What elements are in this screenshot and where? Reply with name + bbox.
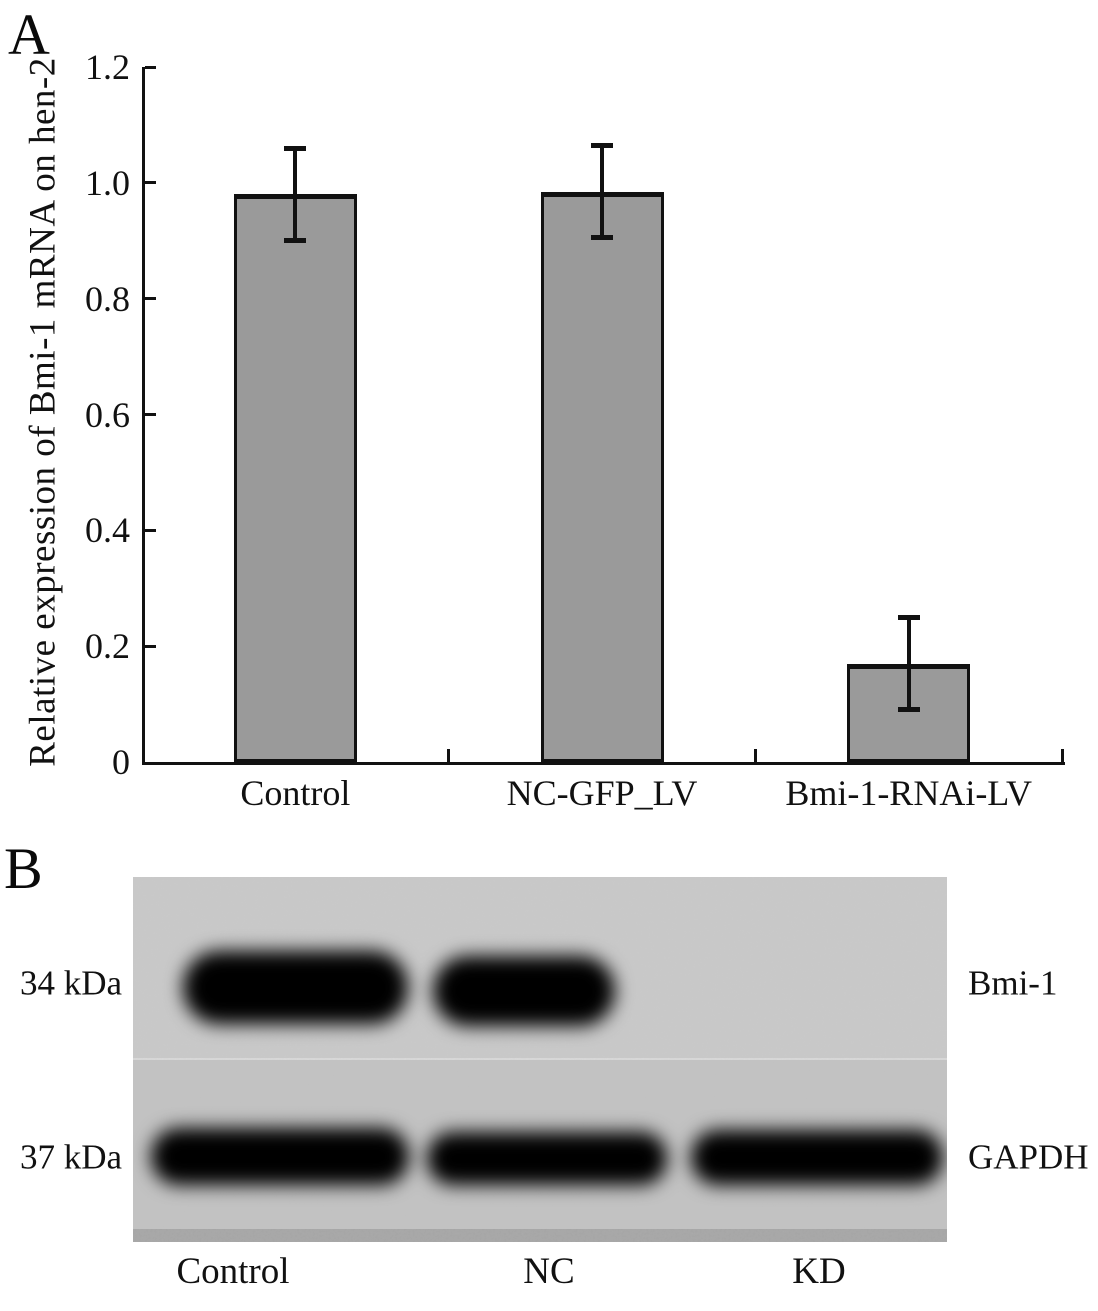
band-gapdh-nc <box>427 1132 667 1185</box>
y-axis-tick <box>145 297 156 301</box>
x-axis-line <box>142 762 1065 765</box>
error-bar-cap-bottom <box>284 237 307 243</box>
y-tick-label: 1.2 <box>85 47 130 87</box>
y-tick-label: 0.2 <box>85 626 130 667</box>
y-axis-tick <box>145 181 156 185</box>
error-bar-line <box>293 148 298 241</box>
marker-label-37kda: 37 kDa <box>20 1137 123 1177</box>
lane-label-nc: NC <box>523 1251 575 1292</box>
y-axis-line <box>142 67 145 765</box>
panel-a-label: A <box>8 2 50 67</box>
x-category-label: NC-GFP_LV <box>506 773 698 813</box>
y-tick-label: 0.8 <box>85 278 130 319</box>
x-axis-tick <box>447 749 451 762</box>
y-axis-tick <box>145 65 156 69</box>
x-axis-tick <box>1060 749 1064 762</box>
error-bar-line <box>600 145 604 238</box>
bar <box>540 191 664 762</box>
y-tick-label: 0 <box>112 742 130 782</box>
y-tick-label: 0.6 <box>85 394 130 435</box>
error-bar-cap-top <box>591 143 613 149</box>
lane-label-control: Control <box>176 1251 290 1292</box>
error-bar-cap-top <box>284 146 307 152</box>
marker-label-34kda: 34 kDa <box>20 963 123 1003</box>
bar <box>233 194 357 762</box>
panel-b-label: B <box>4 836 43 901</box>
error-bar-line <box>906 617 911 710</box>
y-tick-label: 1.0 <box>85 162 130 203</box>
panel-a-bar-chart: A Relative expression of Bmi-1 mRNA on h… <box>8 2 1065 813</box>
x-category-label: Bmi-1-RNAi-LV <box>785 773 1032 813</box>
blot-membrane <box>133 877 947 1242</box>
band-bmi1-nc <box>433 956 615 1026</box>
band-gapdh-kd <box>691 1130 943 1185</box>
protein-label-gapdh: GAPDH <box>968 1137 1089 1177</box>
y-tick-label: 0.4 <box>85 510 130 551</box>
band-bmi1-control <box>183 951 408 1024</box>
blot-image <box>133 877 947 1242</box>
protein-label-bmi1: Bmi-1 <box>968 963 1058 1003</box>
y-axis-tick <box>145 413 156 416</box>
band-gapdh-control <box>151 1128 409 1185</box>
blot-grain-texture <box>133 877 947 1242</box>
y-axis-tick <box>145 644 156 648</box>
y-axis-tick <box>145 528 156 532</box>
x-category-label: Control <box>240 773 351 813</box>
error-bar-cap-bottom <box>591 234 613 240</box>
x-axis-tick <box>753 749 757 762</box>
lane-label-kd: KD <box>792 1251 846 1292</box>
error-bar-cap-bottom <box>897 706 920 712</box>
error-bar-cap-top <box>897 615 920 621</box>
